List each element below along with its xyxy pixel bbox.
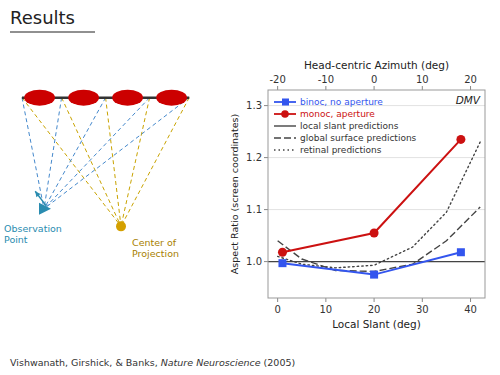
x-tick-label: 10	[319, 304, 332, 315]
text-line: Center of	[132, 237, 177, 248]
sight-line	[44, 98, 150, 209]
x-tick	[470, 298, 471, 302]
sight-line	[44, 98, 189, 209]
circle-marker	[278, 248, 287, 257]
grid-line	[268, 209, 485, 210]
square-marker	[370, 271, 378, 279]
x2-tick-label: 0	[371, 74, 377, 85]
view-arrow-head	[35, 191, 40, 197]
x2-tick	[422, 86, 423, 90]
annotation: DMV	[456, 94, 481, 106]
y-tick-label: 1.0	[246, 256, 262, 267]
series-line	[268, 261, 485, 262]
projection-line	[106, 98, 121, 227]
x-axis-label: Local Slant (deg)	[332, 318, 421, 330]
plot-area	[268, 90, 485, 298]
title-underline	[10, 31, 95, 32]
x-tick-label: 40	[464, 304, 477, 315]
series-group	[268, 135, 485, 279]
chart: Results ObservationPoint Center ofProjecti…	[0, 0, 500, 375]
view-arrow	[35, 191, 46, 206]
sight-line	[22, 98, 44, 209]
series-line	[278, 142, 481, 268]
x-tick-label: 30	[416, 304, 429, 315]
sight-line	[44, 98, 106, 209]
y-tick-label: 1.2	[246, 152, 262, 163]
circle-marker	[370, 229, 379, 238]
text-line: Point	[4, 234, 28, 245]
projection-line	[22, 98, 121, 227]
projection-line	[62, 98, 121, 227]
x-tick-label: 0	[274, 304, 280, 315]
legend-swatch	[274, 125, 296, 126]
legend-label: binoc, no aperture	[300, 97, 383, 107]
x2-axis-label: Head-centric Azimuth (deg)	[304, 59, 449, 71]
projection-label: Center ofProjection	[132, 237, 179, 259]
legend-marker	[281, 110, 289, 118]
y-axis-label: Aspect Ratio (screen coordinates)	[229, 114, 240, 274]
source-part: Vishwanath, Girshick, & Banks,	[10, 357, 161, 368]
legend-label: local slant predictions	[300, 121, 399, 131]
x2-tick-label: 10	[416, 74, 429, 85]
x2-tick-label: -20	[269, 74, 285, 85]
x2-tick	[374, 86, 375, 90]
x-tick	[325, 298, 326, 302]
surface-ellipse	[68, 90, 99, 106]
diagram: ObservationPoint Center ofProjection	[4, 90, 189, 259]
y-tick	[264, 261, 268, 262]
y-tick-label: 1.1	[246, 204, 262, 215]
legend: binoc, no aperture monoc, aperture local s…	[274, 97, 417, 155]
source: Vishwanath, Girshick, & Banks, Nature Ne…	[10, 357, 295, 368]
projection-line	[121, 98, 189, 227]
square-marker	[278, 259, 286, 267]
surface-ellipse	[112, 90, 143, 106]
plot-frame	[268, 90, 485, 298]
y-tick	[264, 157, 268, 158]
title: Results	[10, 7, 75, 28]
x-tick	[277, 298, 278, 302]
x-tick	[422, 298, 423, 302]
x2-tick	[470, 86, 471, 90]
legend-marker	[282, 99, 289, 106]
x-tick	[374, 298, 375, 302]
circle-marker	[456, 135, 465, 144]
grid-line	[268, 157, 485, 158]
legend-swatch	[274, 137, 296, 138]
x2-tick-label: 20	[464, 74, 477, 85]
text-line: Projection	[132, 248, 179, 259]
surface-ellipse	[24, 90, 55, 106]
legend-label: global surface predictions	[300, 133, 417, 143]
y-tick	[264, 209, 268, 210]
source-part: (2005)	[261, 357, 296, 368]
projection-line	[121, 98, 150, 227]
grid-line	[268, 261, 485, 262]
series-line	[282, 139, 460, 252]
projection-center-marker	[116, 221, 126, 231]
background	[0, 0, 500, 375]
legend-label: retinal predictions	[300, 145, 382, 155]
surface-ellipse	[156, 90, 187, 106]
legend-swatch	[274, 149, 296, 150]
legend-label: monoc, aperture	[300, 109, 375, 119]
source-part: Nature Neuroscience	[161, 357, 261, 368]
text-line: Observation	[4, 223, 62, 234]
x2-tick	[277, 86, 278, 90]
y-tick	[264, 105, 268, 106]
observation-label: ObservationPoint	[4, 223, 62, 245]
x-tick-label: 20	[368, 304, 381, 315]
x2-tick-label: -10	[318, 74, 334, 85]
y-tick-label: 1.3	[246, 100, 262, 111]
series-line	[278, 207, 481, 271]
square-marker	[457, 248, 465, 256]
x2-tick	[325, 86, 326, 90]
